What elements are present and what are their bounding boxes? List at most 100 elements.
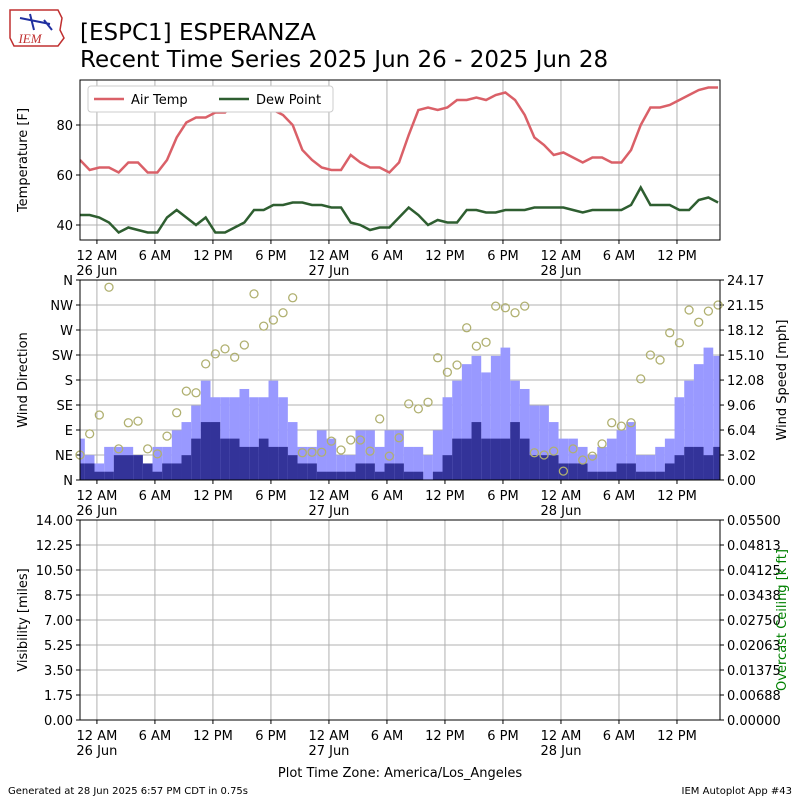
bar	[326, 438, 337, 480]
y-tick-label: 7.00	[44, 614, 73, 629]
y-tick-label: NW	[50, 299, 73, 314]
point	[684, 305, 694, 315]
point	[607, 418, 617, 428]
point	[394, 433, 404, 443]
bar	[568, 438, 578, 480]
bar	[239, 446, 250, 480]
legend-label: Dew Point	[256, 93, 321, 108]
bar	[645, 455, 656, 480]
x-tick-label: 12 PM	[657, 249, 697, 264]
bar	[249, 446, 259, 480]
x-tick-label: 12 PM	[657, 489, 697, 504]
bar	[113, 455, 124, 480]
y-tick-label: 10.50	[36, 564, 73, 579]
bar	[152, 471, 163, 480]
bar	[80, 463, 85, 480]
point	[336, 445, 346, 455]
data-layer	[80, 86, 719, 235]
bar	[529, 455, 540, 480]
point	[307, 447, 317, 457]
x-tick-label: 6 PM	[487, 489, 518, 504]
line	[80, 184, 719, 235]
bar	[200, 422, 211, 480]
x-tick-label: 12 AM 28 Jun	[540, 729, 581, 759]
bar	[597, 446, 607, 480]
bar	[94, 471, 105, 480]
bar	[432, 430, 443, 480]
point	[326, 436, 337, 446]
point	[404, 399, 414, 409]
bar	[84, 463, 95, 480]
bar	[336, 471, 346, 480]
bar	[442, 455, 453, 480]
y-tick-label: 12.25	[36, 539, 73, 554]
point	[529, 448, 540, 458]
point	[355, 435, 366, 445]
bar	[316, 471, 327, 480]
panel: 12 AM 26 Jun 6 AM 12 PM 6 PM 12 AM 27 Jun 6 AM 1…	[16, 79, 721, 279]
y-tick-label: S	[65, 374, 73, 389]
x-tick-label: 12 AM 28 Jun	[540, 249, 581, 279]
point	[220, 344, 230, 354]
bar	[539, 405, 549, 480]
y-tick-label: N	[63, 474, 73, 489]
x-axis-label: Plot Time Zone: America/Los_Angeles	[278, 766, 522, 781]
y-tick-label: SW	[52, 349, 73, 364]
point	[172, 408, 182, 418]
point	[655, 355, 665, 365]
x-tick-label: 12 AM 28 Jun	[540, 489, 581, 519]
bar	[635, 455, 646, 480]
y2-tick-label: 12.08	[727, 374, 764, 389]
bar	[142, 463, 153, 480]
bar	[452, 380, 462, 480]
bar	[123, 455, 134, 480]
point	[491, 301, 501, 311]
x-tick-label: 6 PM	[255, 249, 286, 264]
title: [ESPC1] ESPERANZA	[80, 20, 316, 46]
y-axis-label: Wind Direction	[16, 332, 31, 428]
bar	[384, 463, 395, 480]
y-tick-label: 5.25	[44, 639, 73, 654]
line	[80, 86, 719, 175]
x-tick-label: 6 AM	[139, 249, 172, 264]
bar	[664, 463, 675, 480]
bar	[423, 455, 433, 480]
x-tick-label: 12 AM 26 Jun	[76, 729, 117, 759]
point	[239, 340, 250, 350]
point	[133, 416, 143, 426]
x-tick-label: 12 AM 27 Jun	[308, 249, 349, 279]
point	[268, 315, 279, 325]
point	[365, 446, 375, 456]
y2-tick-label: 0.00	[727, 474, 756, 489]
y2-tick-label: 3.02	[727, 449, 756, 464]
y-axis-label: Visibility [miles]	[16, 568, 31, 671]
bar	[191, 438, 201, 480]
point	[413, 404, 424, 414]
point	[104, 282, 114, 292]
bar	[713, 446, 720, 480]
y2-tick-label: 15.10	[727, 349, 764, 364]
y-tick-label: 14.00	[36, 514, 73, 529]
bar	[316, 430, 327, 480]
y-tick-label: 60	[56, 169, 73, 184]
x-tick-label: 6 AM	[603, 729, 636, 744]
y-tick-label: SE	[57, 399, 73, 414]
bar	[336, 455, 346, 480]
bar	[258, 438, 269, 480]
bar	[606, 471, 617, 480]
point	[694, 317, 704, 327]
point	[375, 414, 385, 424]
point	[259, 321, 269, 331]
bar	[268, 380, 279, 480]
bar	[345, 471, 356, 480]
x-tick-label: 6 AM	[371, 249, 404, 264]
x-tick-label: 12 PM	[425, 249, 465, 264]
point	[384, 451, 395, 461]
x-tick-label: 6 AM	[603, 489, 636, 504]
y-tick-label: 40	[56, 219, 73, 234]
y2-tick-label: 24.17	[727, 274, 764, 289]
point	[143, 444, 153, 454]
bar	[80, 438, 85, 480]
bar	[432, 471, 443, 480]
bar	[548, 422, 559, 480]
